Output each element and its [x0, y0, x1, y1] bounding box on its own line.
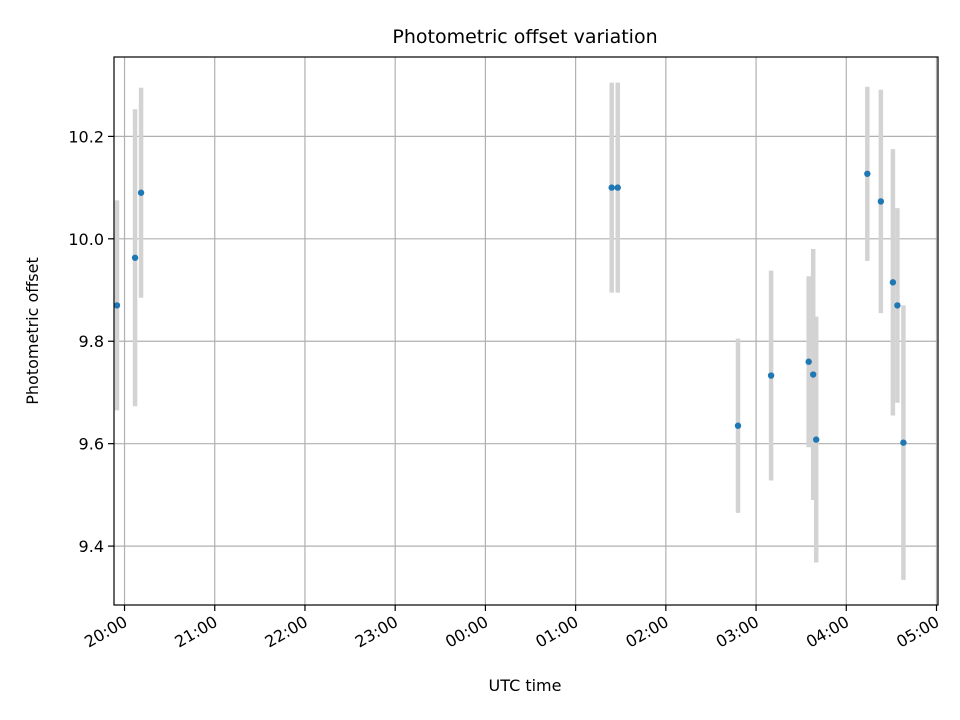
y-tick-label: 10.0 [68, 230, 104, 249]
data-point [877, 198, 885, 205]
y-axis-ticks: 9.4 9.6 9.8 10.0 10.2 [68, 127, 114, 556]
grid [114, 57, 938, 605]
data-point [614, 184, 621, 191]
data-point [767, 372, 775, 379]
data-point [809, 371, 817, 378]
x-axis-label: UTC time [489, 676, 562, 695]
y-tick-label: 9.6 [79, 435, 104, 454]
data-point [805, 358, 812, 365]
data-point [113, 302, 121, 309]
y-tick-label: 9.8 [79, 332, 104, 351]
data-point [889, 279, 897, 286]
data-point [894, 302, 901, 309]
y-tick-label: 9.4 [79, 537, 104, 556]
y-tick-label: 10.2 [68, 127, 104, 146]
data-points [113, 170, 907, 446]
data-point [864, 170, 871, 177]
data-point [131, 254, 139, 261]
data-point [608, 184, 615, 191]
data-point [813, 436, 820, 443]
plot-frame [113, 56, 939, 606]
data-point [734, 422, 742, 429]
data-point [137, 189, 145, 196]
chart-title: Photometric offset variation [392, 26, 657, 48]
y-axis-label: Photometric offset [23, 257, 42, 405]
data-point [900, 439, 907, 446]
